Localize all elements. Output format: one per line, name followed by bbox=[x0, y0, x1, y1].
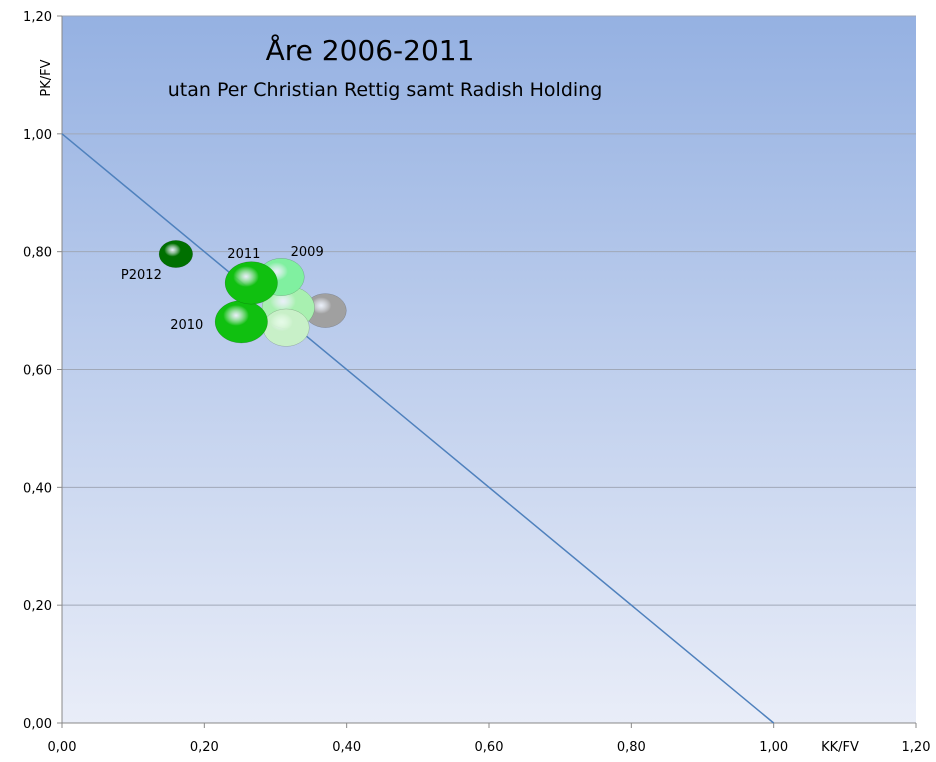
data-label: P2012 bbox=[121, 268, 162, 283]
y-tick-label: 1,20 bbox=[23, 10, 52, 25]
y-tick-label: 0,20 bbox=[23, 599, 52, 614]
y-tick-label: 0,60 bbox=[23, 364, 52, 379]
x-tick-label: 0,40 bbox=[332, 740, 361, 755]
y-axis-label: PK/FV bbox=[39, 59, 54, 96]
x-tick-label: 0,20 bbox=[190, 740, 219, 755]
x-axis-label: KK/FV bbox=[821, 740, 859, 755]
y-tick-label: 0,00 bbox=[23, 717, 52, 732]
data-label: 2010 bbox=[170, 318, 203, 333]
chart-subtitle: utan Per Christian Rettig samt Radish Ho… bbox=[168, 79, 603, 101]
chart-title: Åre 2006-2011 bbox=[266, 33, 475, 67]
bubble bbox=[262, 308, 310, 347]
x-tick-label: 1,00 bbox=[759, 740, 788, 755]
y-tick-label: 0,40 bbox=[23, 481, 52, 496]
bubble bbox=[214, 300, 268, 344]
y-tick-label: 1,00 bbox=[23, 128, 52, 143]
data-label: 2011 bbox=[227, 247, 260, 262]
y-tick-label: 0,80 bbox=[23, 246, 52, 261]
x-tick-label: 0,60 bbox=[475, 740, 504, 755]
x-tick-label: 1,20 bbox=[902, 740, 931, 755]
bubble bbox=[224, 261, 278, 305]
data-label: 2009 bbox=[291, 245, 324, 260]
bubble bbox=[158, 240, 193, 268]
x-tick-label: 0,80 bbox=[617, 740, 646, 755]
reference-line bbox=[61, 133, 775, 724]
x-tick-label: 0,00 bbox=[48, 740, 77, 755]
